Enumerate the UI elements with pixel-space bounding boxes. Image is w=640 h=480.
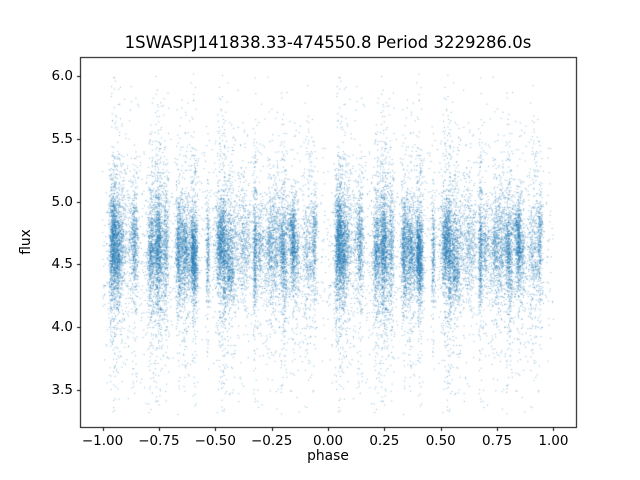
x-tick-label: 0.75	[482, 433, 513, 449]
y-tick-label: 4.5	[51, 256, 73, 273]
x-tick-label: −0.75	[138, 433, 180, 449]
y-tick-label: 3.5	[51, 381, 73, 398]
x-tick-label: 0.25	[369, 433, 400, 449]
y-tick-label: 4.0	[51, 319, 73, 336]
x-tick-label: −0.25	[250, 433, 293, 449]
x-tick-label: 0.00	[312, 433, 344, 449]
x-axis-label: phase	[307, 448, 349, 464]
x-tick-label: −1.00	[81, 433, 124, 449]
y-tick-label: 5.0	[51, 193, 73, 210]
y-tick-label: 5.5	[51, 131, 73, 148]
y-tick-label: 6.0	[51, 68, 73, 85]
x-tick-label: 1.00	[538, 433, 569, 449]
x-tick-label: −0.50	[194, 433, 236, 449]
y-axis-label: flux	[18, 229, 34, 255]
plot-title: 1SWASPJ141838.33-474550.8 Period 3229286…	[124, 33, 532, 52]
x-tick-label: 0.50	[425, 433, 456, 449]
